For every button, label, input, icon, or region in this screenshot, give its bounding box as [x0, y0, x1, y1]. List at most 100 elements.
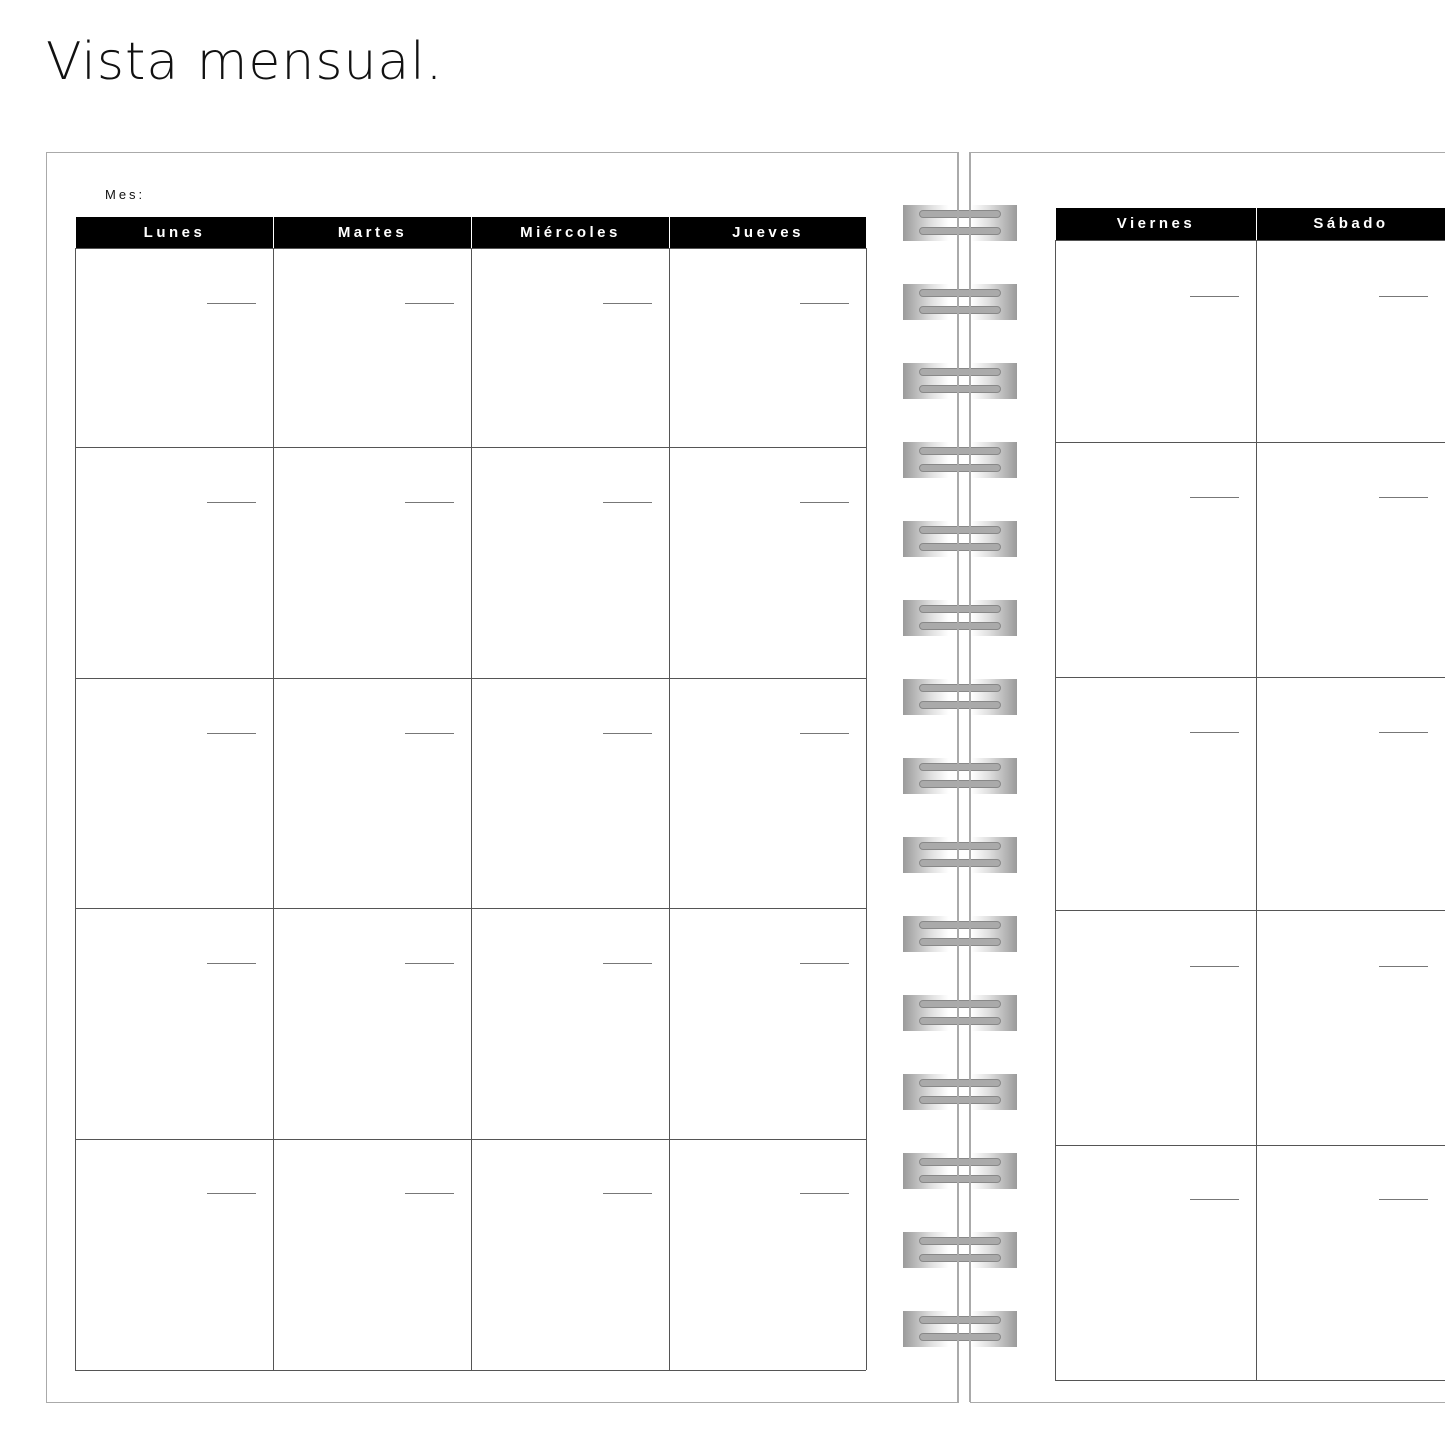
ring-wire [919, 543, 1001, 551]
day-cell[interactable] [669, 1139, 866, 1370]
date-line [405, 303, 454, 304]
day-cell[interactable] [1055, 1145, 1256, 1380]
date-line [800, 733, 849, 734]
day-cell[interactable] [273, 678, 471, 908]
ring-wire [919, 1175, 1001, 1183]
date-line [207, 963, 256, 964]
ring-wire [919, 210, 1001, 218]
date-line [603, 502, 652, 503]
ring-wire [919, 1000, 1001, 1008]
day-cell[interactable] [1055, 442, 1256, 677]
day-cell[interactable] [273, 447, 471, 678]
spiral-ring [903, 758, 1017, 794]
row-divider [75, 1139, 866, 1140]
column-divider [273, 248, 274, 1370]
date-line [405, 502, 454, 503]
spiral-ring [903, 600, 1017, 636]
ring-wire [919, 368, 1001, 376]
date-line [405, 733, 454, 734]
date-line [1190, 497, 1239, 498]
spiral-ring [903, 521, 1017, 557]
day-cell[interactable] [471, 248, 669, 447]
day-header-2: Miércoles [471, 217, 669, 248]
day-cell[interactable] [669, 678, 866, 908]
right-page [970, 152, 1445, 1403]
day-cell[interactable] [75, 1139, 273, 1370]
day-cell[interactable] [273, 1139, 471, 1370]
ring-wire [919, 1316, 1001, 1324]
day-cell[interactable] [1256, 442, 1445, 677]
row-divider [1055, 677, 1445, 678]
ring-wire [919, 842, 1001, 850]
spiral-ring [903, 1232, 1017, 1268]
day-cell[interactable] [273, 908, 471, 1139]
day-cell[interactable] [669, 248, 866, 447]
column-divider [866, 248, 867, 1370]
ring-wire [919, 1333, 1001, 1341]
ring-wire [919, 306, 1001, 314]
day-cell[interactable] [471, 1139, 669, 1370]
date-line [1190, 296, 1239, 297]
ring-wire [919, 464, 1001, 472]
month-label: Mes: [105, 187, 146, 202]
ring-wire [919, 385, 1001, 393]
ring-wire [919, 921, 1001, 929]
date-line [603, 733, 652, 734]
day-cell[interactable] [1256, 677, 1445, 910]
ring-wire [919, 701, 1001, 709]
day-cell[interactable] [1256, 240, 1445, 442]
ring-wire [919, 684, 1001, 692]
day-cell[interactable] [1055, 910, 1256, 1145]
day-cell[interactable] [1055, 240, 1256, 442]
day-cell[interactable] [273, 248, 471, 447]
ring-wire [919, 1158, 1001, 1166]
date-line [207, 1193, 256, 1194]
day-cell[interactable] [75, 447, 273, 678]
date-line [800, 1193, 849, 1194]
day-header-1: Martes [273, 217, 471, 248]
spine-line [957, 152, 959, 1402]
date-line [405, 1193, 454, 1194]
ring-wire [919, 447, 1001, 455]
ring-wire [919, 1237, 1001, 1245]
column-divider [75, 248, 76, 1370]
date-line [207, 733, 256, 734]
date-line [1379, 296, 1428, 297]
day-cell[interactable] [471, 908, 669, 1139]
day-cell[interactable] [75, 248, 273, 447]
row-divider [75, 1370, 866, 1371]
day-cell[interactable] [471, 678, 669, 908]
row-divider [75, 248, 866, 249]
day-header-0: Lunes [75, 217, 273, 248]
ring-wire [919, 526, 1001, 534]
day-cell[interactable] [669, 908, 866, 1139]
date-line [800, 502, 849, 503]
spiral-ring [903, 284, 1017, 320]
spiral-ring [903, 363, 1017, 399]
day-cell[interactable] [1256, 910, 1445, 1145]
day-cell[interactable] [471, 447, 669, 678]
date-line [603, 303, 652, 304]
date-line [603, 1193, 652, 1194]
ring-wire [919, 1079, 1001, 1087]
column-divider [1055, 240, 1056, 1380]
date-line [1379, 732, 1428, 733]
spine-line [969, 152, 971, 1402]
ring-wire [919, 938, 1001, 946]
day-cell[interactable] [75, 678, 273, 908]
row-divider [75, 908, 866, 909]
date-line [207, 502, 256, 503]
ring-wire [919, 763, 1001, 771]
date-line [405, 963, 454, 964]
day-cell[interactable] [1256, 1145, 1445, 1380]
row-divider [75, 447, 866, 448]
spiral-ring [903, 1311, 1017, 1347]
date-line [800, 303, 849, 304]
day-cell[interactable] [669, 447, 866, 678]
spiral-ring [903, 916, 1017, 952]
day-cell[interactable] [75, 908, 273, 1139]
ring-wire [919, 780, 1001, 788]
column-divider [1256, 240, 1257, 1380]
day-header-3: Jueves [669, 217, 866, 248]
day-cell[interactable] [1055, 677, 1256, 910]
